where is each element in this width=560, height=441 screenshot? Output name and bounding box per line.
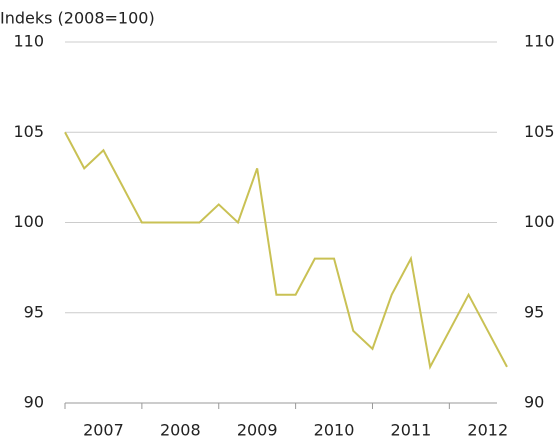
- chart-title: Indeks (2008=100): [0, 9, 155, 28]
- y-tick-label: 105: [13, 122, 44, 141]
- y-tick-label: 110: [13, 32, 44, 51]
- x-tick-label: 2012: [467, 421, 508, 440]
- data-line: [64, 131, 508, 370]
- x-tick-label: 2011: [391, 421, 432, 440]
- x-tick-label: 2010: [314, 421, 355, 440]
- x-tick-label: 2007: [83, 421, 124, 440]
- x-tick-label: 2009: [237, 421, 278, 440]
- x-tick-label: 2008: [160, 421, 201, 440]
- y-tick-label-right: 90: [524, 393, 544, 412]
- y-tick-label-right: 95: [524, 302, 544, 321]
- y-tick-label: 100: [13, 212, 44, 231]
- y-tick-label-right: 100: [524, 212, 555, 231]
- y-tick-label: 95: [24, 302, 44, 321]
- y-tick-label: 90: [24, 393, 44, 412]
- y-tick-label-right: 110: [524, 32, 555, 51]
- y-tick-label-right: 105: [524, 122, 555, 141]
